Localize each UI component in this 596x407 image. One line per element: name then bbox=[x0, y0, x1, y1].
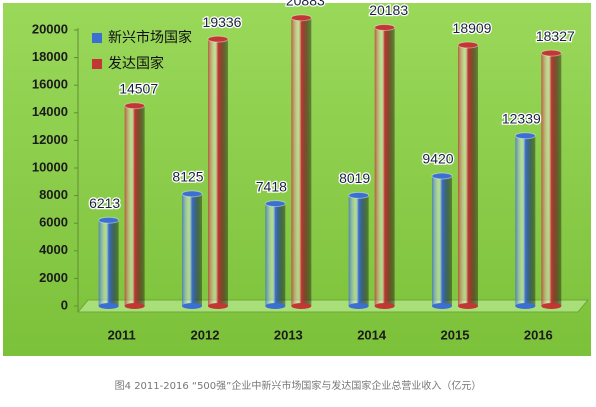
bar-top bbox=[374, 23, 396, 31]
value-label: 6213 bbox=[89, 195, 120, 211]
legend-label: 新兴市场国家 bbox=[108, 29, 192, 46]
bar-top bbox=[431, 172, 453, 180]
bar-base bbox=[432, 303, 452, 309]
bar-base bbox=[265, 303, 286, 309]
bar-top bbox=[264, 200, 286, 208]
value-label: 7418 bbox=[256, 178, 287, 194]
bar-top bbox=[514, 132, 536, 140]
value-label: 14507 bbox=[119, 81, 158, 97]
y-tick-label: 10000 bbox=[32, 159, 68, 174]
legend-swatch bbox=[92, 59, 102, 69]
legend-label: 发达国家 bbox=[108, 55, 164, 72]
y-tick-label: 18000 bbox=[32, 49, 68, 64]
bar-base bbox=[458, 303, 478, 309]
bar-base bbox=[541, 303, 562, 309]
bar bbox=[124, 105, 145, 306]
bar-top bbox=[98, 216, 120, 224]
value-label: 8019 bbox=[339, 170, 370, 186]
bar-top bbox=[124, 102, 146, 110]
bar-base bbox=[374, 303, 395, 309]
y-tick-label: 4000 bbox=[39, 242, 68, 257]
y-tick-label: 2000 bbox=[39, 270, 68, 285]
bar-top bbox=[457, 41, 479, 49]
bar-base bbox=[515, 303, 536, 309]
value-label: 12339 bbox=[502, 110, 541, 126]
bar bbox=[182, 193, 202, 306]
floor bbox=[76, 299, 590, 313]
value-label: 9420 bbox=[422, 151, 453, 167]
bar-base bbox=[291, 303, 312, 309]
legend-swatch bbox=[92, 33, 102, 43]
bar-top bbox=[181, 190, 203, 198]
bar-base bbox=[182, 303, 202, 309]
bar-top bbox=[290, 14, 312, 22]
x-tick-label: 2014 bbox=[357, 327, 387, 342]
bar bbox=[432, 176, 452, 306]
bar bbox=[541, 53, 562, 306]
value-label: 19336 bbox=[203, 14, 242, 30]
value-label: 20883 bbox=[286, 0, 325, 9]
y-tick-label: 20000 bbox=[32, 21, 68, 36]
bar bbox=[458, 45, 478, 307]
x-tick-label: 2013 bbox=[274, 327, 303, 342]
bar bbox=[265, 203, 286, 306]
bar bbox=[98, 220, 119, 306]
value-label: 8125 bbox=[172, 169, 203, 185]
y-tick-label: 12000 bbox=[32, 132, 68, 147]
bar-base bbox=[348, 303, 369, 309]
y-tick-label: 16000 bbox=[32, 77, 68, 92]
x-tick-label: 2012 bbox=[191, 327, 220, 342]
bar bbox=[374, 27, 395, 306]
x-tick-label: 2015 bbox=[441, 327, 470, 342]
x-tick-label: 2011 bbox=[108, 327, 136, 342]
bar bbox=[348, 195, 369, 306]
y-tick-label: 8000 bbox=[39, 187, 68, 202]
value-label: 18327 bbox=[536, 28, 575, 44]
bar bbox=[515, 135, 536, 306]
bar bbox=[291, 17, 312, 306]
bar-top bbox=[207, 35, 229, 43]
bar-top bbox=[348, 191, 370, 199]
y-tick-label: 14000 bbox=[32, 104, 68, 119]
caption: 图4 2011-2016 “500强”企业中新兴市场国家与发达国家企业总营业收入… bbox=[115, 379, 482, 392]
value-label: 20183 bbox=[369, 2, 408, 18]
bar bbox=[208, 39, 228, 306]
bar-base bbox=[98, 303, 119, 309]
y-tick-label: 0 bbox=[61, 297, 68, 312]
bar-base bbox=[124, 303, 145, 309]
y-tick-label: 6000 bbox=[39, 215, 68, 230]
value-label: 18909 bbox=[453, 20, 492, 36]
bar-top bbox=[540, 49, 562, 57]
bar-base bbox=[208, 303, 228, 309]
x-tick-label: 2016 bbox=[524, 327, 553, 342]
